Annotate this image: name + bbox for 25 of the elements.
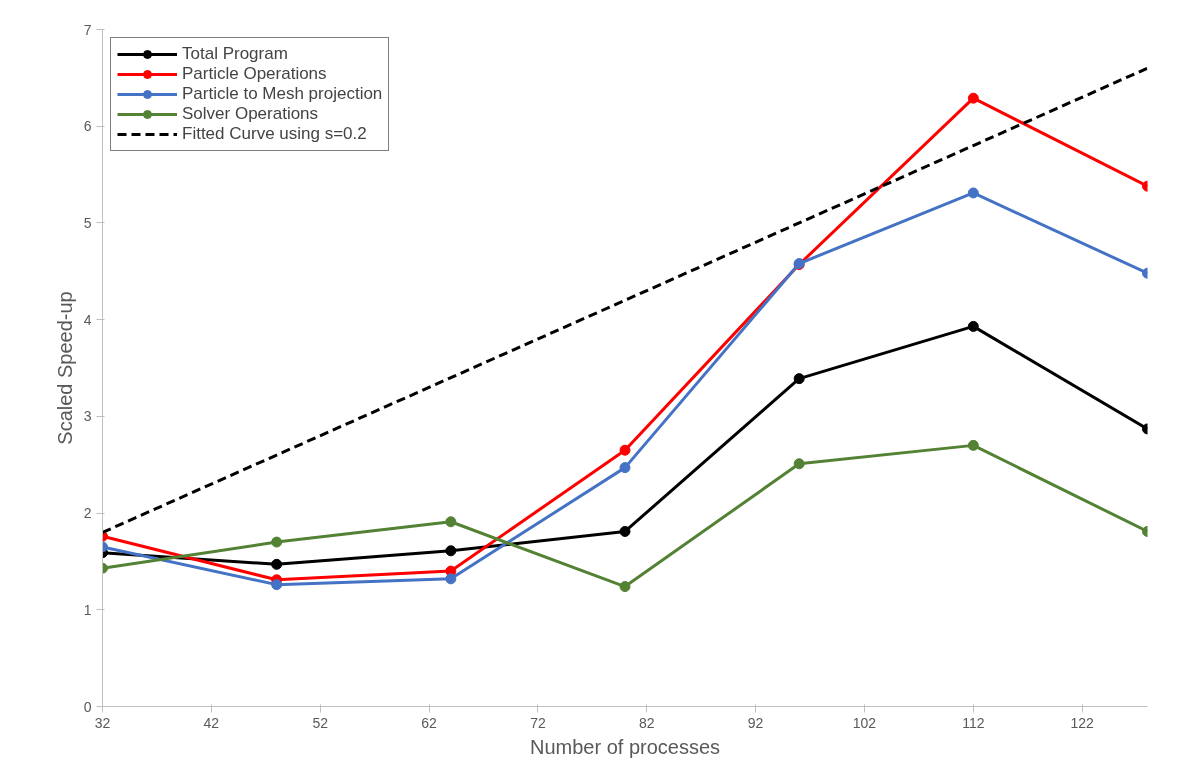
- y-tick-label: 4: [83, 311, 92, 328]
- y-tick-label: 2: [83, 505, 92, 522]
- y-tick-label: 6: [83, 118, 92, 135]
- y-tick-label: 3: [83, 408, 92, 425]
- x-tick-label: 52: [312, 714, 329, 731]
- y-tick-label: 0: [83, 698, 92, 715]
- x-tick-label: 62: [421, 714, 438, 731]
- x-tick-label: 82: [638, 714, 655, 731]
- x-tick-label: 122: [1070, 714, 1095, 731]
- legend-label: Total Program: [182, 44, 288, 64]
- legend-label: Fitted Curve using s=0.2: [182, 124, 367, 144]
- y-axis-title: Scaled Speed-up: [53, 291, 76, 445]
- legend-label: Particle Operations: [182, 64, 327, 84]
- y-tick-label: 7: [83, 21, 92, 38]
- x-tick-label: 32: [94, 714, 111, 731]
- x-tick-label: 112: [962, 714, 985, 731]
- x-tick-label: 92: [747, 714, 764, 731]
- x-tick-label: 42: [203, 714, 220, 731]
- x-axis-title: Number of processes: [529, 735, 721, 758]
- legend-label: Particle to Mesh projection: [182, 84, 383, 104]
- x-tick-label: 72: [530, 714, 546, 731]
- x-tick-label: 102: [852, 714, 877, 731]
- y-tick-label: 1: [83, 601, 92, 618]
- y-tick-label: 5: [83, 214, 92, 231]
- legend-label: Solver Operations: [182, 104, 319, 124]
